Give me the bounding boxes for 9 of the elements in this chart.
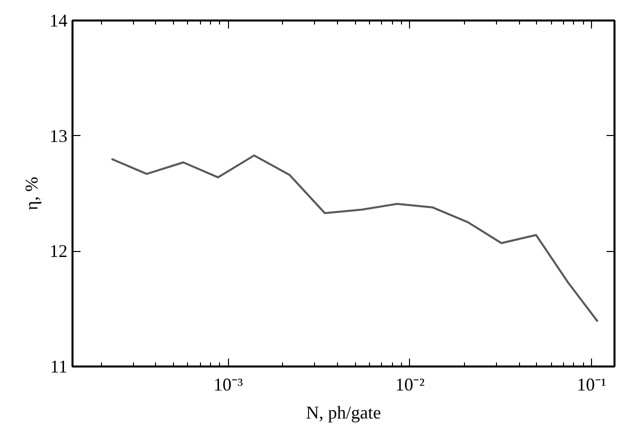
y-tick-label: 13 — [50, 126, 68, 146]
y-tick-label: 14 — [50, 10, 68, 30]
y-axis-title: η, % — [22, 176, 42, 210]
x-axis-title: N, ph/gate — [306, 402, 381, 422]
y-tick-label: 11 — [50, 356, 68, 376]
x-tick-label: 10⁻³ — [214, 374, 244, 394]
y-tick-label: 12 — [50, 241, 68, 262]
x-tick-label: 10⁻² — [395, 374, 425, 394]
x-tick-label: 10⁻¹ — [576, 374, 606, 394]
